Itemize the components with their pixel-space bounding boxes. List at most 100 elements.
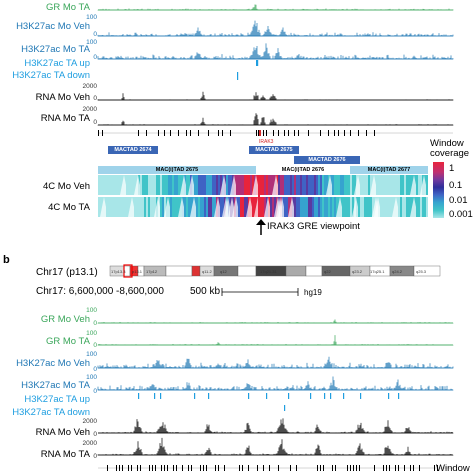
gene-model [230, 130, 231, 136]
fourc-cell [318, 175, 320, 195]
b-gene-model [155, 465, 156, 471]
fourc-cell [116, 197, 118, 217]
gr-veh-signal [97, 319, 454, 324]
fourc-cell [384, 175, 386, 195]
fourc-cell [226, 175, 228, 195]
fourc-cell [282, 175, 284, 195]
b-ta-up-mark [160, 393, 162, 399]
fourc-cell [262, 175, 264, 195]
fourc-cell [100, 197, 102, 217]
b-gene-model [335, 465, 336, 471]
track-label-rna-mo-ta: RNA Mo TA [40, 449, 90, 460]
fourc-cell [310, 175, 312, 195]
fourc-cell [380, 197, 382, 217]
fourc-cell [198, 197, 200, 217]
fourc-cell [202, 197, 204, 217]
fourc-cell [114, 197, 116, 217]
fourc-cell [264, 197, 266, 217]
fourc-cell [344, 175, 346, 195]
fourc-cell [296, 175, 298, 195]
b-gene-model [200, 465, 201, 471]
tick-2000: 2000 [82, 418, 97, 425]
fourc-cell [294, 175, 296, 195]
ta-up-mark [256, 60, 258, 66]
fourc-cell [246, 197, 248, 217]
gene-model [288, 130, 289, 136]
fourc-cell [300, 175, 302, 195]
gene-model [158, 130, 159, 136]
fourc-cell [308, 197, 310, 217]
fourc-cell [360, 175, 362, 195]
gene-model [186, 130, 187, 136]
b-gene-model [140, 465, 141, 471]
fourc-cell [110, 197, 112, 217]
tad-mactad-2676: MACTAD 2676 [294, 156, 360, 164]
fourc-cell [342, 175, 344, 195]
tick-100: 100 [86, 374, 97, 381]
fourc-cell [228, 175, 230, 195]
fourc-cell [390, 197, 392, 217]
ideogram-band-label: q23.2 [352, 269, 363, 274]
fourc-cell [398, 197, 400, 217]
chromosome-ideogram: 17p13.3 p13.1 17p12 q11.2 q12 17q21.31 q22 q23.… [109, 264, 441, 278]
fourc-cell [242, 197, 244, 217]
h3k27ac-veh-signal [97, 20, 454, 37]
fourc-cell [368, 197, 370, 217]
gene-model [263, 130, 264, 136]
gene-model [350, 130, 351, 136]
fourc-cell [164, 197, 166, 217]
fourc-cell [242, 175, 244, 195]
fourc-cell [208, 197, 210, 217]
fourc-cell [320, 175, 322, 195]
track-label-h3k27ac-mo-veh: H3K27ac Mo Veh [16, 21, 90, 32]
b-gene-model [182, 465, 183, 471]
fourc-cell [126, 197, 128, 217]
fourc-cell [316, 175, 318, 195]
fourc-cell [302, 175, 304, 195]
fourc-cell [322, 197, 324, 217]
fourc-cell [148, 197, 150, 217]
fourc-cell [170, 175, 172, 195]
b-gene-model [203, 465, 204, 471]
fourc-cell [332, 175, 334, 195]
fourc-cell [330, 197, 332, 217]
fourc-cell [342, 197, 344, 217]
fourc-cell [426, 197, 428, 217]
legend-value-1: 1 [449, 163, 455, 174]
tick-0: 0 [93, 342, 97, 349]
gene-model [170, 130, 171, 136]
gene-model [146, 130, 147, 136]
fourc-cell [166, 175, 168, 195]
legend-title-partial: Window [436, 463, 470, 474]
track-label-h3k27ac-ta-down: H3K27ac TA down [12, 407, 90, 418]
fourc-cell [210, 175, 212, 195]
fourc-cell [316, 197, 318, 217]
fourc-cell [118, 175, 120, 195]
b-gene-model [161, 465, 162, 471]
fourc-cell [110, 175, 112, 195]
b-gene-model [320, 465, 321, 471]
fourc-cell [410, 175, 412, 195]
track-label-gr-mo-ta: GR Mo TA [46, 2, 90, 13]
fourc-cell [368, 175, 370, 195]
gr-mo-ta-signal [97, 4, 454, 11]
fourc-cell [208, 175, 210, 195]
fourc-cell [372, 197, 374, 217]
fourc-cell [196, 175, 198, 195]
gene-model [178, 130, 179, 136]
track-label-gr-mo-ta: GR Mo TA [46, 336, 90, 347]
fourc-cell [138, 197, 140, 217]
fourc-cell [292, 175, 294, 195]
fourc-cell [424, 197, 426, 217]
fourc-cell [134, 197, 136, 217]
b-gene-model [176, 465, 177, 471]
fourc-cell [188, 175, 190, 195]
fourc-cell [306, 197, 308, 217]
fourc-cell [120, 197, 122, 217]
h3k27ac-ta-signal [97, 43, 454, 60]
b-gene-model [413, 465, 414, 471]
tick-0: 0 [93, 95, 97, 102]
tick-0: 0 [93, 320, 97, 327]
fourc-cell [320, 197, 322, 217]
gene-model [198, 130, 199, 136]
